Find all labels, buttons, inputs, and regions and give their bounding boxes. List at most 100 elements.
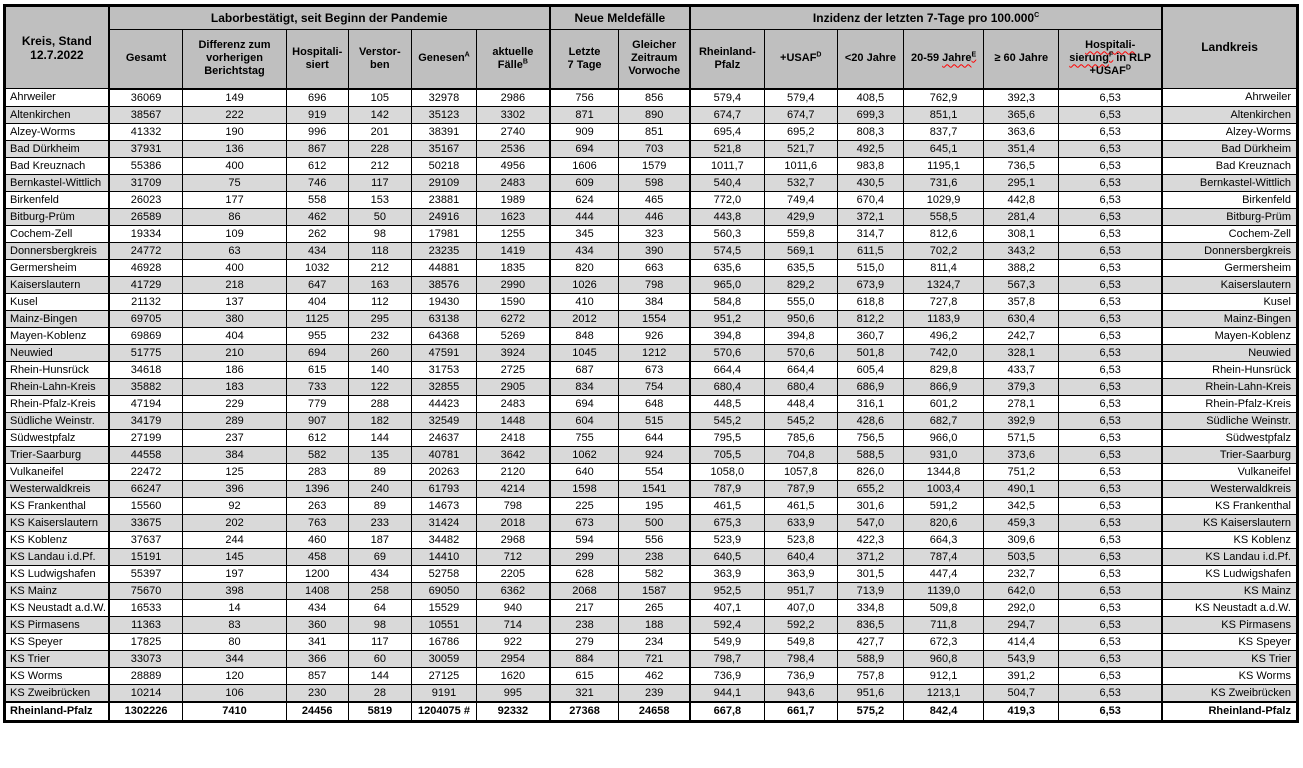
- cell-differenz: 400: [182, 156, 287, 175]
- cell-inzidenz-unter-20: 605,4: [836, 360, 904, 379]
- cell-hospitalisiert: 733: [285, 377, 349, 396]
- cell-letzte-7-tage: 299: [548, 547, 620, 566]
- cell-inzidenz-20-59: 727,8: [902, 292, 985, 311]
- cell-aktuelle-faelle: 1623: [476, 207, 551, 226]
- cell-differenz: 244: [182, 530, 287, 549]
- cell-differenz: 149: [182, 88, 287, 107]
- cell-inzidenz-unter-20: 547,0: [836, 513, 904, 532]
- header-vorwoche: Gleicher Zeitraum Vorwoche: [618, 29, 691, 90]
- header-group-row: Kreis, Stand 12.7.2022 Laborbestätigt, se…: [3, 5, 1299, 89]
- cell-inzidenz-rlp: 640,5: [689, 547, 765, 566]
- cell-gesamt: 28889: [107, 666, 184, 685]
- cell-inzidenz-rlp: 680,4: [689, 377, 765, 396]
- cell-hospitalisierung-rlp-usaf: 6,53: [1058, 530, 1163, 549]
- cell-aktuelle-faelle: 4956: [476, 156, 551, 175]
- cell-inzidenz-usaf: 704,8: [763, 445, 838, 464]
- cell-gesamt: 33073: [107, 649, 184, 668]
- cell-gesamt: 55386: [107, 156, 184, 175]
- cell-hospitalisiert: 1408: [285, 581, 349, 600]
- cell-inzidenz-60-plus: 309,6: [983, 530, 1060, 549]
- cell-inzidenz-20-59: 829,8: [902, 360, 985, 379]
- cell-letzte-7-tage: 604: [548, 411, 620, 430]
- cell-differenz: 92: [182, 496, 287, 515]
- cell-verstorben: 187: [347, 530, 412, 549]
- cell-vorwoche: 384: [618, 292, 691, 311]
- cell-gesamt: 51775: [107, 343, 184, 362]
- cell-verstorben: 434: [347, 564, 412, 583]
- cell-inzidenz-usaf: 635,5: [763, 258, 838, 277]
- cell-letzte-7-tage: 624: [548, 190, 620, 209]
- cell-hospitalisierung-rlp-usaf: 6,53: [1058, 394, 1163, 413]
- cell-kreis: KS Pirmasens: [3, 615, 110, 634]
- cell-inzidenz-usaf: 429,9: [763, 207, 838, 226]
- cell-inzidenz-usaf: 951,7: [763, 581, 838, 600]
- cell-letzte-7-tage: 1606: [548, 156, 620, 175]
- cell-kreis: Westerwaldkreis: [3, 479, 110, 498]
- cell-aktuelle-faelle: 2536: [476, 139, 551, 158]
- cell-hospitalisiert: 867: [285, 139, 349, 158]
- header-inzidenz-rlp: Rheinland- Pfalz: [689, 29, 765, 90]
- cell-landkreis: Trier-Saarburg: [1161, 445, 1299, 464]
- cell-inzidenz-unter-20: 951,6: [836, 683, 904, 702]
- cell-inzidenz-60-plus: 736,5: [983, 156, 1060, 175]
- cell-kreis: Südliche Weinstr.: [3, 411, 110, 430]
- cell-inzidenz-unter-20: 408,5: [836, 88, 904, 107]
- cell-aktuelle-faelle: 2986: [476, 88, 551, 107]
- cell-inzidenz-20-59: 811,4: [902, 258, 985, 277]
- table-row: KS Mainz 75670 398 1408 258 69050 6362 2068 1587…: [3, 581, 1299, 600]
- header-group-neue-meldefaelle: Neue Meldefälle: [548, 5, 691, 30]
- cell-verstorben: 5819: [347, 700, 412, 722]
- cell-verstorben: 98: [347, 615, 412, 634]
- cell-differenz: 120: [182, 666, 287, 685]
- cell-verstorben: 144: [347, 428, 412, 447]
- cell-aktuelle-faelle: 922: [476, 632, 551, 651]
- cell-landkreis: Bad Dürkheim: [1161, 139, 1299, 158]
- cell-genesen: 15529: [410, 598, 478, 617]
- cell-letzte-7-tage: 2068: [548, 581, 620, 600]
- cell-differenz: 197: [182, 564, 287, 583]
- cell-aktuelle-faelle: 1989: [476, 190, 551, 209]
- table-row: Westerwaldkreis 66247 396 1396 240 61793 4214 1…: [3, 479, 1299, 498]
- cell-verstorben: 89: [347, 496, 412, 515]
- cell-inzidenz-20-59: 820,6: [902, 513, 985, 532]
- cell-landkreis: Rhein-Hunsrück: [1161, 360, 1299, 379]
- cell-differenz: 177: [182, 190, 287, 209]
- cell-differenz: 183: [182, 377, 287, 396]
- cell-landkreis: KS Frankenthal: [1161, 496, 1299, 515]
- cell-inzidenz-60-plus: 342,5: [983, 496, 1060, 515]
- cell-inzidenz-20-59: 1029,9: [902, 190, 985, 209]
- cell-landkreis: Westerwaldkreis: [1161, 479, 1299, 498]
- cell-landkreis: Rhein-Lahn-Kreis: [1161, 377, 1299, 396]
- cell-hospitalisierung-rlp-usaf: 6,53: [1058, 666, 1163, 685]
- cell-inzidenz-60-plus: 567,3: [983, 275, 1060, 294]
- cell-inzidenz-60-plus: 292,0: [983, 598, 1060, 617]
- cell-hospitalisiert: 366: [285, 649, 349, 668]
- cell-verstorben: 228: [347, 139, 412, 158]
- cell-inzidenz-usaf: 555,0: [763, 292, 838, 311]
- cell-differenz: 344: [182, 649, 287, 668]
- cell-verstorben: 232: [347, 326, 412, 345]
- cell-kreis: KS Landau i.d.Pf.: [3, 547, 110, 566]
- cell-inzidenz-20-59: 664,3: [902, 530, 985, 549]
- cell-gesamt: 37931: [107, 139, 184, 158]
- cell-inzidenz-rlp: 695,4: [689, 122, 765, 141]
- cell-inzidenz-rlp: 584,8: [689, 292, 765, 311]
- cell-inzidenz-60-plus: 642,0: [983, 581, 1060, 600]
- cell-hospitalisiert: 283: [285, 462, 349, 481]
- cell-inzidenz-rlp: 667,8: [689, 700, 765, 722]
- cell-genesen: 10551: [410, 615, 478, 634]
- cell-verstorben: 201: [347, 122, 412, 141]
- cell-inzidenz-unter-20: 316,1: [836, 394, 904, 413]
- table-row: Germersheim 46928 400 1032 212 44881 1835 820 66…: [3, 258, 1299, 277]
- cell-verstorben: 117: [347, 173, 412, 192]
- cell-hospitalisiert: 647: [285, 275, 349, 294]
- cell-kreis: Bernkastel-Wittlich: [3, 173, 110, 192]
- cell-letzte-7-tage: 909: [548, 122, 620, 141]
- cell-aktuelle-faelle: 1255: [476, 224, 551, 243]
- cell-vorwoche: 446: [618, 207, 691, 226]
- cell-aktuelle-faelle: 2905: [476, 377, 551, 396]
- cell-inzidenz-usaf: 787,9: [763, 479, 838, 498]
- cell-kreis: Cochem-Zell: [3, 224, 110, 243]
- cell-verstorben: 69: [347, 547, 412, 566]
- cell-gesamt: 41729: [107, 275, 184, 294]
